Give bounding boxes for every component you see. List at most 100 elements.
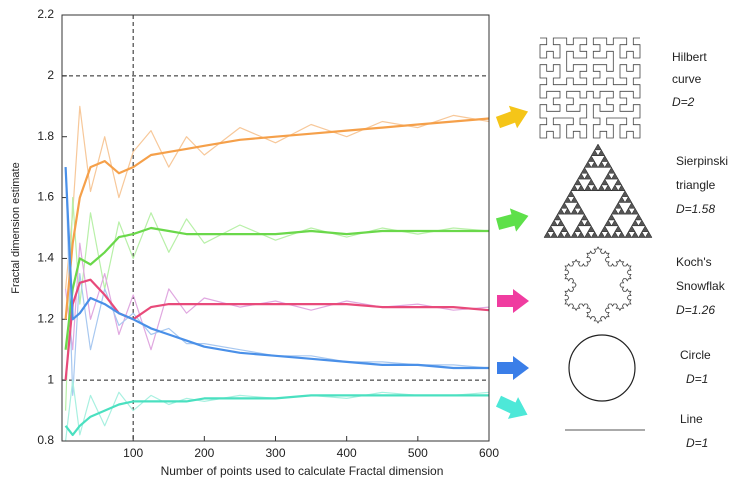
smoothed-line	[64, 167, 489, 370]
triangle	[614, 178, 623, 186]
raw-line	[65, 167, 490, 396]
triangle	[543, 231, 552, 238]
triangle	[563, 196, 572, 203]
arrow	[497, 356, 529, 380]
illustration-label: Hilbert	[672, 50, 707, 64]
triangle	[546, 225, 555, 232]
triangle	[614, 225, 623, 232]
triangle	[584, 219, 592, 227]
triangle	[644, 231, 653, 238]
x-tick-label: 500	[408, 446, 428, 460]
y-axis-label: Fractal dimension estimate	[10, 162, 22, 293]
illustration: Koch's Snowflak D=1.26	[497, 246, 726, 324]
triangle	[587, 155, 596, 162]
illustration-label: curve	[672, 72, 702, 86]
triangle	[604, 161, 612, 168]
triangle	[584, 161, 592, 168]
triangle	[617, 231, 626, 238]
triangle	[570, 184, 579, 192]
triangle	[617, 196, 626, 203]
y-tick-label: 1	[47, 372, 54, 386]
arrow	[495, 395, 528, 419]
triangle	[587, 178, 596, 186]
triangle	[614, 201, 623, 209]
arrow	[497, 289, 529, 313]
triangle	[550, 231, 558, 238]
triangle	[597, 149, 606, 156]
illustration-label: Sierpinski	[676, 154, 728, 168]
triangle	[621, 190, 629, 197]
smoothed-line	[64, 117, 490, 320]
triangle	[617, 207, 626, 215]
triangle	[597, 231, 606, 238]
y-tick-label: 2.2	[37, 7, 54, 21]
y-tick-label: 1.8	[37, 129, 54, 143]
y-tick-label: 1.6	[37, 190, 54, 204]
triangle	[557, 231, 565, 238]
triangle	[604, 231, 612, 238]
triangle	[631, 207, 639, 215]
triangle	[577, 219, 585, 227]
illustration: Line D=1	[495, 395, 708, 450]
x-axis-label: Number of points used to calculate Fract…	[161, 464, 444, 478]
triangle	[634, 213, 643, 221]
triangle	[590, 184, 599, 192]
triangle	[590, 231, 599, 238]
raw-line	[65, 197, 490, 411]
illustration-label: D=1	[686, 436, 708, 450]
triangle	[638, 219, 646, 227]
triangle	[611, 219, 619, 227]
triangle	[584, 184, 592, 192]
smoothed-line	[64, 278, 490, 381]
y-tick-label: 2	[47, 68, 54, 82]
illustration-label: D=2	[672, 95, 695, 109]
triangle	[567, 190, 575, 197]
y-tick-label: 1.2	[37, 311, 54, 325]
triangle	[604, 219, 612, 227]
illustration-label: Snowflak	[676, 279, 726, 293]
triangle	[627, 201, 636, 209]
triangle	[638, 231, 646, 238]
triangle	[577, 184, 585, 192]
triangle	[577, 231, 585, 238]
triangle	[584, 172, 592, 180]
raw-line	[65, 105, 490, 289]
triangle	[560, 225, 569, 232]
hilbert-curve	[539, 37, 641, 139]
triangle	[631, 219, 639, 227]
x-tick-label: 100	[123, 446, 143, 460]
triangle	[627, 225, 636, 232]
illustration-label: D=1.26	[676, 303, 715, 317]
illustration-label: Koch's	[676, 255, 712, 269]
triangle	[604, 184, 612, 192]
arrow	[495, 208, 529, 232]
illustration-label: D=1.58	[676, 202, 715, 216]
x-tick-label: 200	[194, 446, 214, 460]
triangle	[590, 161, 599, 168]
triangle	[641, 225, 650, 232]
triangle	[624, 207, 633, 215]
triangle	[557, 219, 565, 227]
plot-frame	[61, 14, 490, 442]
triangle	[570, 231, 579, 238]
y-tick-label: 1.4	[37, 251, 54, 265]
triangle	[604, 172, 612, 180]
triangle	[600, 225, 609, 232]
triangle	[584, 231, 592, 238]
triangle	[631, 231, 639, 238]
triangle	[617, 184, 626, 192]
triangle	[570, 207, 579, 215]
raw-line	[65, 242, 490, 351]
triangle	[577, 207, 585, 215]
circle-shape	[568, 334, 636, 402]
triangle	[580, 166, 589, 174]
triangle	[590, 149, 599, 156]
triangle	[577, 172, 585, 180]
illustration-label: Line	[680, 412, 703, 426]
smoothed-line	[64, 394, 489, 436]
triangle	[550, 219, 558, 227]
triangle	[563, 231, 572, 238]
triangle	[607, 166, 616, 174]
triangle	[580, 213, 589, 221]
triangle	[624, 196, 633, 203]
